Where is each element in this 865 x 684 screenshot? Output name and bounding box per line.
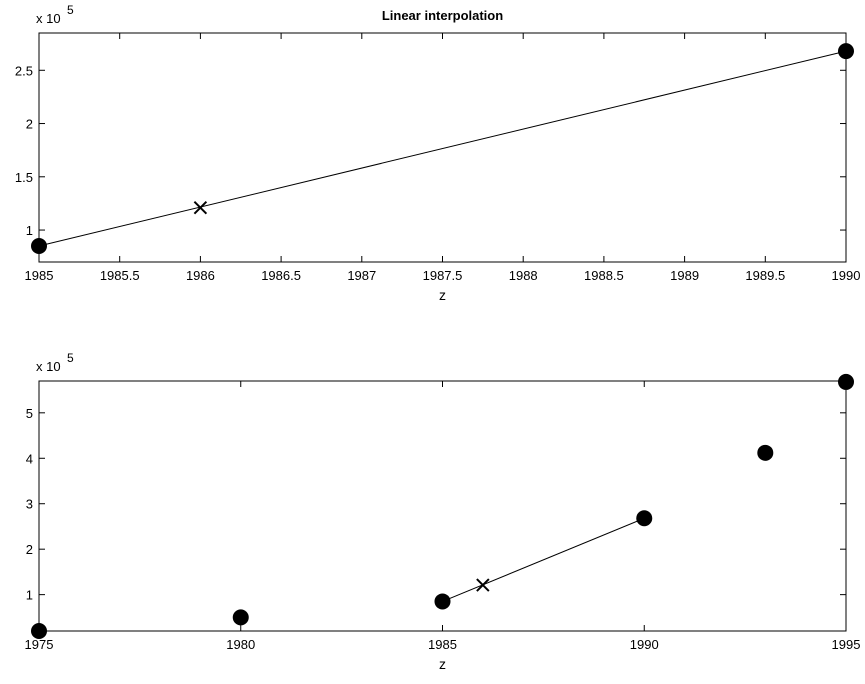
y-tick-label: 1.5 bbox=[15, 170, 33, 185]
x-tick-label: 1986 bbox=[186, 268, 215, 283]
cross-stroke bbox=[476, 578, 490, 592]
data-point bbox=[838, 373, 854, 390]
x-tick-label: 1986.5 bbox=[261, 268, 301, 283]
data-point bbox=[636, 510, 653, 527]
interpolated-point-marker bbox=[476, 578, 490, 592]
data-point bbox=[838, 43, 854, 60]
data-point bbox=[31, 238, 47, 255]
y-exponent: 5 bbox=[67, 351, 74, 365]
x-tick-label: 1985.5 bbox=[100, 268, 140, 283]
x-tick-label: 1988.5 bbox=[584, 268, 624, 283]
x-tick-label: 1985 bbox=[25, 268, 54, 283]
chart-title: Linear interpolation bbox=[382, 8, 503, 23]
x-tick-label: 1988 bbox=[509, 268, 538, 283]
y-tick-label: 1 bbox=[26, 588, 33, 603]
y-exponent-label: x 10 bbox=[36, 359, 61, 374]
y-tick-label: 2 bbox=[26, 117, 33, 132]
data-point bbox=[757, 444, 774, 461]
y-tick-label: 1 bbox=[26, 223, 33, 238]
x-tick-label: 1990 bbox=[630, 637, 659, 652]
x-axis-label: z bbox=[439, 287, 446, 303]
y-tick-label: 5 bbox=[26, 406, 33, 421]
x-tick-label: 1989.5 bbox=[745, 268, 785, 283]
y-tick-label: 3 bbox=[26, 497, 33, 512]
cross-stroke bbox=[193, 200, 208, 215]
plot-frame bbox=[38, 32, 847, 263]
x-tick-label: 1980 bbox=[226, 637, 255, 652]
x-tick-label: 1987.5 bbox=[423, 268, 463, 283]
y-exponent: 5 bbox=[67, 3, 74, 17]
interpolation-line bbox=[442, 517, 645, 602]
x-tick-label: 1995 bbox=[832, 637, 861, 652]
bottom-chart: 1975 1980 1985 1990 1995 1 2 3 4 5 x 10 5 z bbox=[25, 351, 861, 672]
y-tick-label: 2 bbox=[26, 542, 33, 557]
y-tick-label: 2.5 bbox=[15, 63, 33, 78]
data-point bbox=[31, 623, 47, 639]
top-chart: 1985 1985.5 1986 1986.5 1987 1987.5 1988 1988.5… bbox=[15, 3, 861, 303]
y-exponent-label: x 10 bbox=[36, 11, 61, 26]
data-point bbox=[232, 609, 249, 626]
x-tick-label: 1985 bbox=[428, 637, 457, 652]
interpolation-line bbox=[38, 50, 847, 247]
data-point bbox=[434, 593, 451, 610]
interpolated-point-marker bbox=[193, 200, 208, 215]
x-tick-label: 1989 bbox=[670, 268, 699, 283]
x-tick-label: 1987 bbox=[347, 268, 376, 283]
y-tick-label: 4 bbox=[26, 451, 33, 466]
x-tick-label: 1990 bbox=[832, 268, 861, 283]
x-axis-label: z bbox=[439, 656, 446, 672]
x-tick-label: 1975 bbox=[25, 637, 54, 652]
